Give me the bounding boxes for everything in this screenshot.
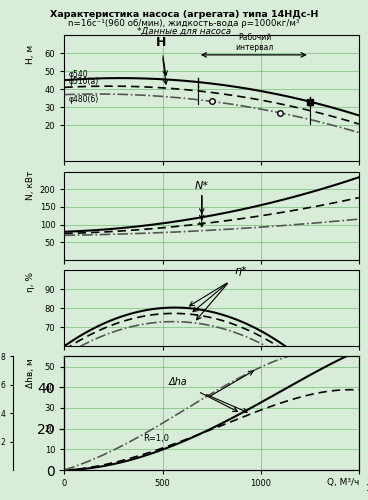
Text: Характеристика насоса (агрегата) типа 14НДс-Н: Характеристика насоса (агрегата) типа 14… (50, 10, 318, 19)
Text: φ510(а): φ510(а) (68, 78, 99, 86)
Y-axis label: N, кВт: N, кВт (26, 170, 35, 200)
Text: η*: η* (235, 266, 247, 276)
Y-axis label: η, %: η, % (26, 272, 35, 291)
Text: Q, М³/ч: Q, М³/ч (326, 478, 359, 488)
Y-axis label: Н, м: Н, м (26, 44, 35, 64)
Text: Рабочий
интервал: Рабочий интервал (236, 33, 274, 52)
Text: φ540: φ540 (68, 70, 88, 79)
Text: R=1,0: R=1,0 (143, 434, 169, 443)
Text: *Данные для насоса: *Данные для насоса (137, 26, 231, 36)
Text: φ480(б): φ480(б) (68, 95, 99, 104)
Text: 1500: 1500 (365, 484, 368, 492)
Text: n=16с⁻¹(960 об/мин), жидкость-вода ρ=1000кг/м³: n=16с⁻¹(960 об/мин), жидкость-вода ρ=100… (68, 18, 300, 28)
Text: N*: N* (195, 181, 209, 191)
Text: H: H (156, 36, 167, 50)
Y-axis label: Δhв, м: Δhв, м (26, 358, 35, 388)
Text: Δhа: Δhа (169, 377, 188, 387)
